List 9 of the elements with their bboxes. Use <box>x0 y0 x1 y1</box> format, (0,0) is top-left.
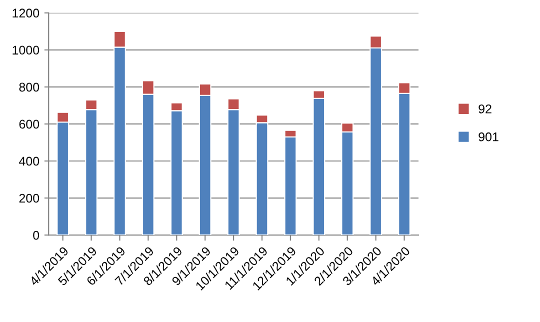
y-tick-label: 200 <box>19 194 40 203</box>
y-tick-label: 600 <box>19 120 40 129</box>
legend-label: 901 <box>478 132 498 142</box>
y-tick-label: 1200 <box>12 8 40 18</box>
y-tick-label: 0 <box>33 230 40 240</box>
legend-label: 92 <box>478 104 492 114</box>
y-tick-label: 400 <box>19 156 40 166</box>
y-tick-label: 1000 <box>12 46 40 55</box>
y-tick-label: 800 <box>19 82 40 92</box>
